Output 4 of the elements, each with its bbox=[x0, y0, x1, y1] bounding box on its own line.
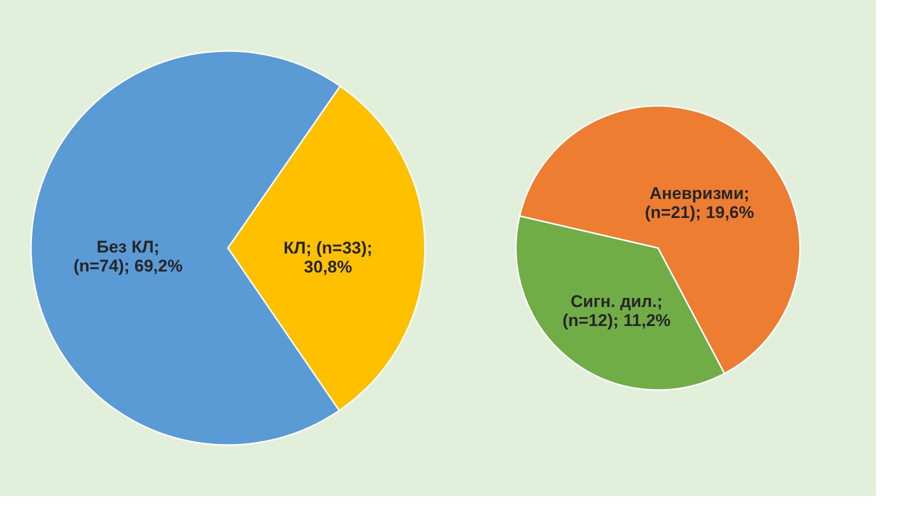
slice-label: Аневризми; (n=21); 19,6% bbox=[644, 184, 754, 222]
slice-label: Сигн. дил.; (n=12); 11,2% bbox=[562, 292, 671, 330]
slice-label: КЛ; (n=33); 30,8% bbox=[284, 238, 372, 276]
slice-label: Без КЛ; (n=74); 69,2% bbox=[73, 238, 183, 276]
